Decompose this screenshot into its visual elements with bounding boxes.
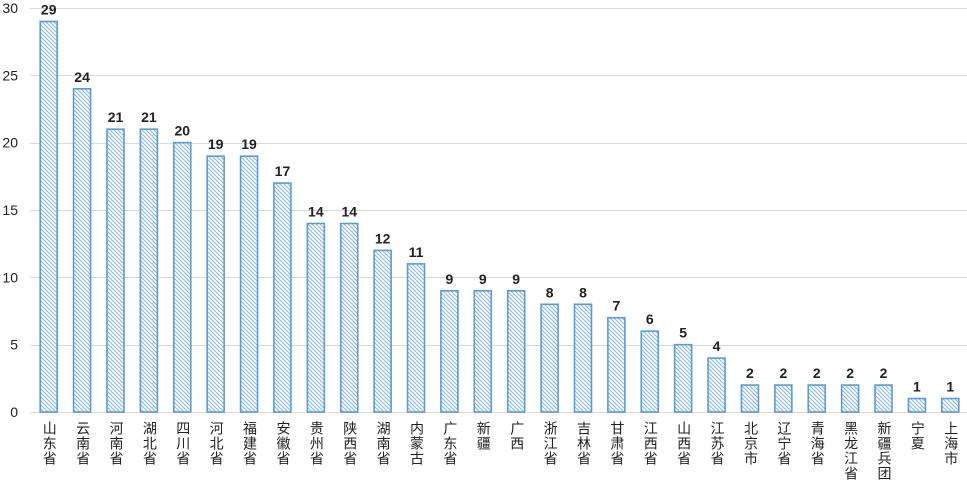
bar [707,357,726,413]
bar [239,155,259,413]
bar [39,20,58,413]
data-label: 21 [141,109,157,125]
x-tick-label: 新疆 [474,421,491,451]
data-label: 2 [746,365,754,381]
x-tick-label: 安徽省 [274,421,291,466]
bar [874,384,893,413]
x-tick-label: 宁夏 [908,421,925,451]
bar [373,249,392,413]
data-label: 14 [341,203,357,219]
bar [206,155,225,413]
bar [506,289,526,413]
x-tick-label: 湖北省 [140,421,157,466]
x-tick-label: 上海市 [942,421,959,466]
bar [72,88,92,413]
data-label: 4 [713,338,721,354]
data-label: 9 [446,271,454,287]
x-tick-label: 新疆兵团 [875,421,892,481]
bar [106,128,125,413]
data-label: 20 [174,123,190,139]
data-label: 9 [512,271,520,287]
data-label: 14 [308,203,324,219]
x-tick-label: 贵州省 [307,421,324,466]
data-label: 8 [579,284,587,300]
bar [273,182,292,413]
x-tick-label: 江苏省 [708,421,725,466]
data-label: 29 [41,1,57,17]
x-tick-label: 广东省 [441,421,458,466]
x-tick-label: 云南省 [74,421,91,466]
x-tick-label: 湖南省 [374,421,391,466]
x-tick-label: 山西省 [675,421,692,466]
y-axis-tick-labels: 0 5 10 15 20 25 30 [2,0,18,420]
data-label: 12 [375,230,391,246]
bar [740,384,760,413]
data-label: 2 [779,365,787,381]
x-tick-label: 辽宁省 [775,421,792,466]
bar [540,303,559,413]
data-label: 2 [846,365,854,381]
data-label: 5 [679,325,687,341]
x-tick-label: 浙江省 [541,421,558,466]
data-label: 24 [74,69,90,85]
x-tick-label: 内蒙古 [408,421,425,466]
data-label: 2 [813,365,821,381]
bar [640,330,660,413]
data-label: 9 [479,271,487,287]
bar [774,384,793,413]
data-label: 11 [409,244,424,260]
x-tick-label: 四川省 [174,421,191,466]
data-label: 1 [946,379,954,395]
y-tick-label: 20 [2,135,18,151]
data-label: 21 [108,109,124,125]
y-tick-label: 10 [2,269,18,285]
bars [39,20,960,413]
x-tick-label: 河南省 [107,421,124,466]
data-label: 6 [646,311,654,327]
x-tick-label: 陕西省 [341,421,358,466]
x-tick-label: 山东省 [40,421,57,466]
data-label: 7 [612,298,620,314]
data-label: 8 [546,284,554,300]
x-tick-label: 甘肃省 [608,421,625,466]
y-tick-label: 0 [10,404,18,420]
bar [907,397,927,413]
bar [473,289,493,413]
data-label: 1 [913,379,921,395]
bar [172,141,192,413]
y-tick-label: 15 [2,202,18,218]
data-label: 19 [208,136,224,152]
data-label: 19 [241,136,257,152]
y-tick-label: 5 [10,337,18,353]
data-label: 17 [275,163,291,179]
x-tick-label: 青海省 [808,421,825,466]
x-tick-label: 河北省 [207,421,224,466]
x-tick-label: 吉林省 [574,421,591,466]
bar [840,384,860,413]
y-tick-label: 30 [2,0,18,16]
bar [306,222,326,413]
x-tick-label: 黑龙江省 [842,421,859,481]
bar [607,316,626,413]
bar [339,222,359,413]
bar [673,343,693,413]
data-label: 2 [880,365,888,381]
bar [573,303,593,413]
bar [941,397,960,413]
x-tick-label: 北京市 [741,421,758,466]
bar [440,289,459,413]
bar [807,384,827,413]
x-tick-label: 广西 [508,421,525,451]
bar [406,263,426,413]
y-tick-label: 25 [2,67,18,83]
bar [139,128,159,413]
x-tick-label: 江西省 [641,421,658,466]
x-tick-label: 福建省 [241,421,258,466]
